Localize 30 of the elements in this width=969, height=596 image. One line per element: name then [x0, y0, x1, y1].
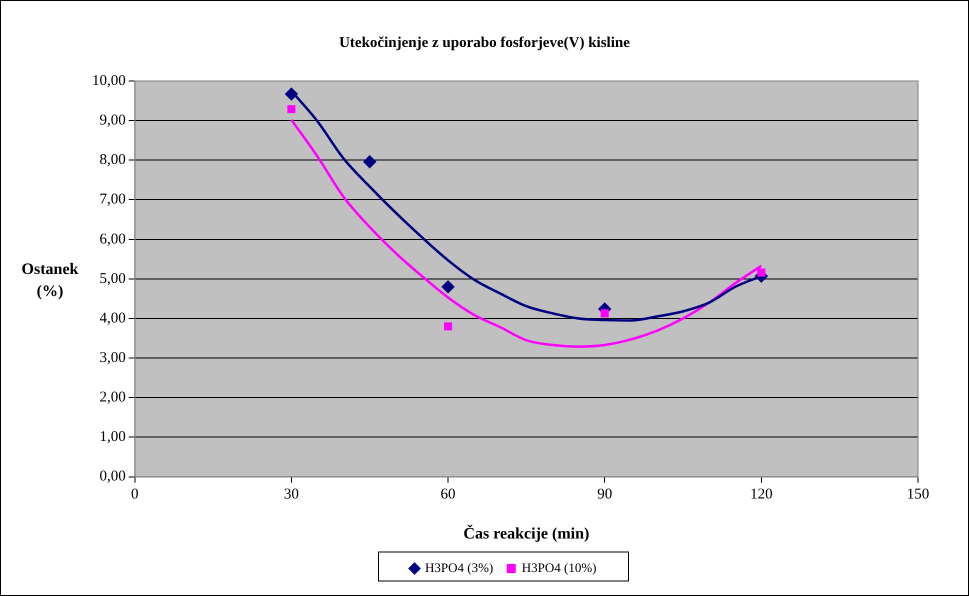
- x-tick-label: 150: [906, 486, 930, 503]
- legend-label: H3PO4 (10%): [522, 560, 596, 575]
- y-tick-label: 4,00: [100, 310, 126, 326]
- legend-label: H3PO4 (3%): [425, 560, 494, 575]
- x-axis-title: Čas reakcije (min): [463, 524, 590, 543]
- y-tick-label: 6,00: [100, 231, 126, 248]
- x-tick-label: 0: [131, 486, 138, 503]
- x-tick-label: 60: [440, 486, 456, 503]
- line-series: [290, 118, 763, 348]
- y-tick-label: 10,00: [92, 72, 126, 89]
- point: [287, 105, 296, 114]
- y-tick-label: 5,00: [100, 270, 126, 287]
- y-tick-label: 2,00: [100, 390, 126, 406]
- point: [284, 88, 298, 101]
- point: [600, 309, 609, 318]
- point: [444, 322, 452, 330]
- x-tick-label: 30: [284, 486, 299, 503]
- chart-title: Utekočinjenje z uporabo fosforjeve(V) kisline: [338, 35, 631, 52]
- y-axis-title: Ostanek (%): [20, 260, 80, 302]
- y-tick-label: 1,00: [100, 429, 126, 446]
- point: [363, 155, 376, 168]
- point: [442, 280, 455, 294]
- y-tick-label: 8,00: [100, 152, 126, 168]
- y-tick-label: 7,00: [100, 192, 126, 208]
- y-tick-label: 3,00: [100, 350, 126, 366]
- x-tick-label: 120: [750, 486, 773, 503]
- point: [757, 268, 766, 277]
- x-tick-label: 90: [597, 486, 612, 503]
- y-tick-label: 9,00: [100, 112, 126, 129]
- y-tick-label: 0,00: [100, 468, 126, 485]
